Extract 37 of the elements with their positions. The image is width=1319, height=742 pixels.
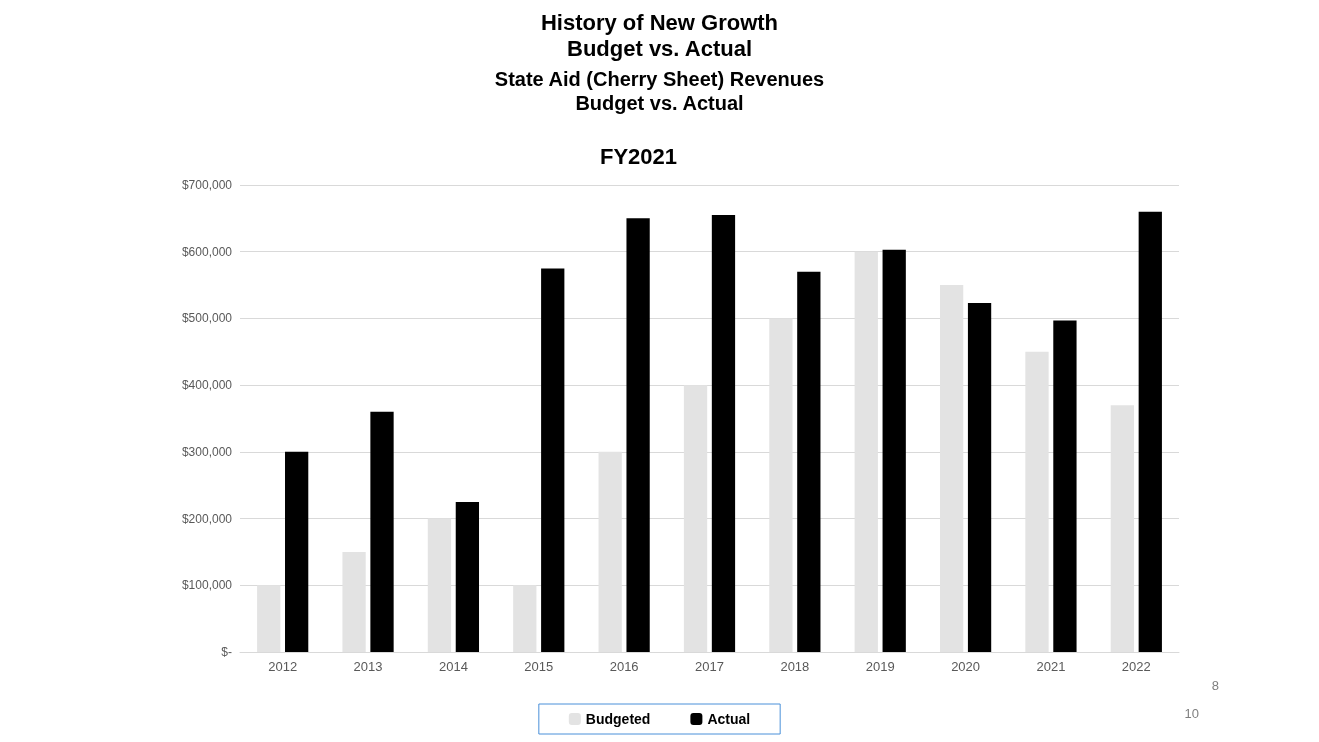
text: FY2021: [600, 143, 678, 169]
x-tick-label: 2020: [951, 659, 981, 674]
bar: [797, 271, 821, 652]
text: 10: [1184, 706, 1200, 721]
bar: [1053, 320, 1077, 652]
chart-title: History of New Growth Budget vs. Actual: [540, 9, 779, 61]
text: 8: [1211, 678, 1219, 693]
y-tick-label: $400,000: [181, 378, 233, 393]
y-tick-label: $300,000: [181, 444, 233, 459]
x-tick-label: 2019: [865, 659, 895, 674]
bar: [967, 303, 992, 652]
y-tick-label: $700,000: [181, 178, 233, 192]
x-tick-label: 2013: [353, 659, 383, 674]
x-tick-label: 2014: [438, 659, 468, 674]
x-tick-label: 2015: [524, 659, 554, 674]
y-tick-label: $500,000: [181, 311, 233, 326]
chart-subtitle: State Aid (Cherry Sheet) Revenues Budget vs. Actual: [494, 68, 825, 114]
legend-label: Actual: [707, 711, 751, 727]
x-tick-label: 2021: [1036, 659, 1066, 674]
y-tick-label: $200,000: [181, 511, 233, 526]
bar: [711, 215, 736, 652]
x-tick-label: 2016: [609, 659, 639, 674]
legend-label: Budgeted: [585, 711, 651, 727]
bar: [882, 249, 906, 652]
bar: [541, 268, 565, 652]
bar: [1138, 211, 1162, 652]
x-tick-label: 2017: [695, 659, 724, 674]
x-tick-label: 2018: [780, 659, 810, 674]
x-tick-label: 2022: [1121, 659, 1151, 674]
bar: [285, 451, 309, 652]
y-tick-label: $-: [221, 645, 232, 659]
y-tick-label: $100,000: [181, 578, 233, 593]
y-tick-label: $600,000: [181, 244, 233, 259]
x-tick-label: 2012: [268, 659, 298, 674]
bar: [370, 411, 394, 652]
bar: [455, 501, 480, 652]
bar: [626, 218, 650, 652]
